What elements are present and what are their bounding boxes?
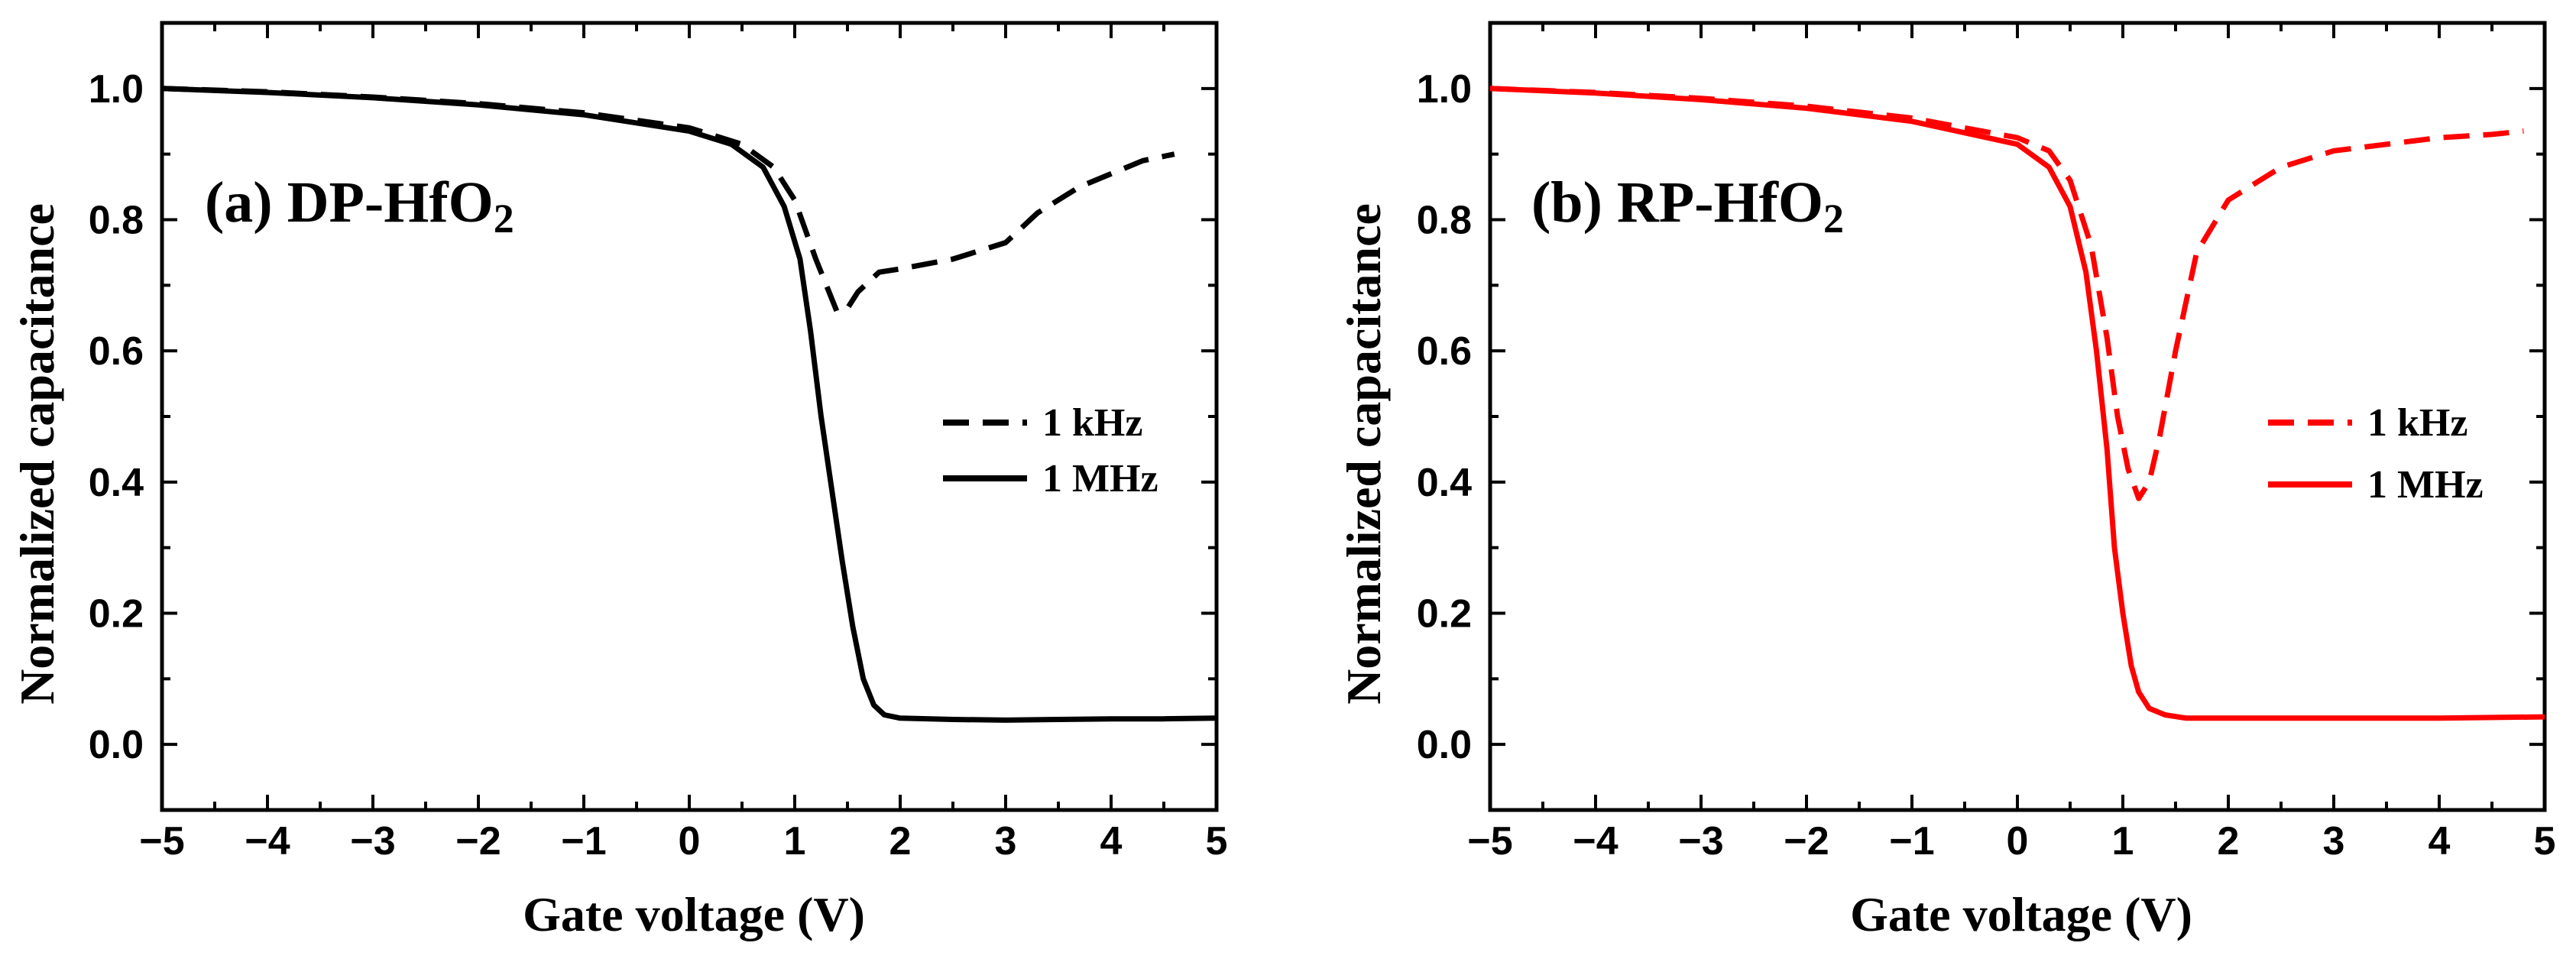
- panel-b-xtick-label: 0: [2007, 819, 2029, 863]
- panel-b-legend-label-1mhz: 1 MHz: [2367, 463, 2484, 507]
- panel-a-legend: 1 kHz 1 MHz: [943, 401, 1158, 501]
- panel-a-xtick-label: −1: [561, 819, 606, 863]
- panel-b-xtick-label: −1: [1889, 819, 1934, 863]
- panel-a-xtick-label: 0: [679, 819, 701, 863]
- panel-a-series-1khz-point: [837, 311, 838, 312]
- panel-a-xtick-label: −3: [350, 819, 395, 863]
- panel-b-ytick-label: 0.0: [1417, 723, 1472, 767]
- panel-a-series-1mhz-point: [953, 719, 954, 720]
- panel-b-series-1mhz: [1489, 86, 2545, 721]
- panel-a-xtick-label: 4: [1100, 819, 1123, 863]
- panel-b-series-1khz-point: [2149, 481, 2150, 482]
- panel-a-series-1mhz-point: [842, 560, 843, 561]
- panel-b-series-1mhz-point: [1701, 99, 1702, 100]
- panel-b-xtick-label: 3: [2323, 819, 2345, 863]
- panel-a-series-1mhz-point: [810, 331, 811, 332]
- panel-a-series-1mhz: [161, 86, 1217, 723]
- panel-b-series-1khz-point: [2228, 199, 2229, 200]
- panel-b-series-1mhz-point: [1912, 121, 1913, 122]
- panel-b-series-1mhz-point: [1490, 88, 1491, 89]
- panel-b-series-1mhz-point: [2085, 272, 2086, 273]
- panel-a-series-1mhz-point: [884, 714, 885, 715]
- panel-a-series-1khz-point: [879, 272, 880, 273]
- panel-b-ytick-label: 1.0: [1417, 67, 1472, 112]
- panel-b-ytick-label: 0.2: [1417, 592, 1472, 637]
- panel-b-xlabel: Gate voltage (V): [1850, 887, 2192, 941]
- panel-b-series-1khz-point: [2127, 468, 2128, 469]
- panel-b-legend-label-1khz: 1 kHz: [2367, 401, 2467, 445]
- panel-a-legend-label-1khz: 1 kHz: [1042, 401, 1142, 445]
- panel-b-legend: 1 kHz 1 MHz: [2268, 401, 2484, 507]
- panel-b-xtick-label: 1: [2112, 819, 2134, 863]
- panel-b-xtick-label: −2: [1784, 819, 1829, 863]
- panel-a-xtick-label: −2: [455, 819, 501, 863]
- panel-a: (a) DP-HfO2 Gate voltage (V) Normalized …: [10, 21, 1228, 941]
- panel-a-series-1khz-point: [1079, 186, 1080, 187]
- panel-a-series-1khz-point: [1142, 160, 1143, 161]
- panel-b-series-1mhz-point: [2096, 351, 2097, 352]
- panel-b-xtick-label: 2: [2218, 819, 2240, 863]
- panel-b-series-1khz-point: [2196, 252, 2197, 253]
- panel-a-ytick-label: 0.4: [89, 461, 144, 505]
- panel-a-ytick-label: 0.2: [89, 592, 144, 637]
- panel-b: (b) RP-HfO2 Gate voltage (V) Normalized …: [1337, 21, 2556, 941]
- panel-b-xtick-label: 5: [2534, 819, 2556, 863]
- panel-b-ytick-label: 0.6: [1417, 329, 1472, 374]
- panel-a-ytick-label: 1.0: [89, 67, 144, 112]
- panel-a-ytick-label: 0.8: [89, 199, 144, 243]
- panel-a-xtick-label: 5: [1206, 819, 1228, 863]
- panel-a-ylabel: Normalized capacitance: [10, 203, 64, 705]
- panel-a-series-1mhz-point: [1058, 719, 1059, 720]
- panel-a-label: (a) DP-HfO2: [205, 170, 514, 241]
- panel-a-xtick-label: 2: [889, 819, 912, 863]
- panel-b-ytick-label: 0.8: [1417, 199, 1472, 243]
- panel-a-series-1khz-point: [857, 291, 858, 292]
- panel-a-series-1mhz-point: [373, 97, 374, 98]
- panel-b-ylabel: Normalized capacitance: [1337, 203, 1391, 705]
- panel-a-xtick-label: 3: [995, 819, 1017, 863]
- panel-b-xtick-label: −5: [1467, 819, 1512, 863]
- panel-b-series-1khz-point: [2070, 180, 2071, 181]
- panel-a-series-1mhz-point: [799, 259, 800, 260]
- panel-a-series-1khz-point: [815, 259, 816, 260]
- panel-b-series-1khz-point: [2091, 245, 2092, 246]
- panel-a-series-1mhz-point: [784, 206, 785, 207]
- panel-a-series-1mhz-point: [831, 488, 832, 489]
- panel-a-ytick-label: 0.6: [89, 329, 144, 374]
- panel-b-xtick-label: −3: [1678, 819, 1723, 863]
- panel-a-xtick-label: 1: [784, 819, 806, 863]
- panel-b-series-1mhz-point: [2165, 714, 2166, 715]
- panel-a-xtick-label: −4: [245, 819, 290, 863]
- panel-a-ytick-label: 0.0: [89, 723, 144, 767]
- panel-a-series-1khz-point: [847, 308, 848, 309]
- panel-a-xtick-label: −5: [139, 819, 184, 863]
- panel-a-series-1khz-point: [1111, 173, 1112, 174]
- panel-b-series-1khz: [1489, 86, 2524, 501]
- panel-b-xtick-label: 4: [2429, 819, 2451, 863]
- panel-a-series-1mhz-point: [1111, 718, 1112, 719]
- panel-a-series-1mhz-point: [1164, 718, 1165, 719]
- panel-a-legend-label-1mhz: 1 MHz: [1042, 457, 1158, 501]
- panel-b-series-1mhz-point: [2070, 206, 2071, 207]
- panel-b-series-1mhz-point: [2123, 613, 2124, 614]
- panel-b-series-1khz-point: [2138, 498, 2139, 499]
- panel-a-series-1khz-point: [1037, 212, 1038, 213]
- panel-b-label: (b) RP-HfO2: [1531, 170, 1844, 241]
- panel-a-xlabel: Gate voltage (V): [523, 887, 865, 941]
- panel-a-series-1mhz-point: [852, 626, 853, 627]
- panel-b-ytick-label: 0.4: [1417, 461, 1472, 505]
- panel-b-series-1mhz-point: [1806, 108, 1807, 109]
- panel-a-series-1khz-point: [900, 268, 901, 269]
- panel-a-series-1mhz-point: [162, 88, 163, 89]
- panel-a-series-1khz-point: [953, 259, 954, 260]
- panel-b-series-1khz-point: [2107, 338, 2108, 339]
- panel-b-xtick-label: −4: [1573, 819, 1618, 863]
